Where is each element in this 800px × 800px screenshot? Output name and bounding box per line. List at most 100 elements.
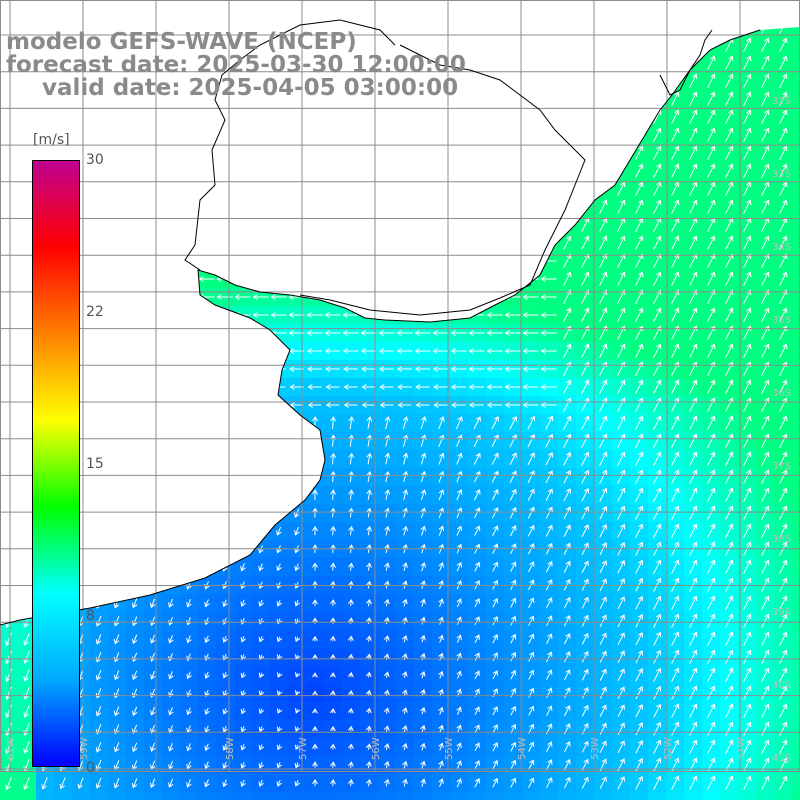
wind-speed-cell bbox=[792, 666, 800, 685]
wind-arrow bbox=[653, 505, 662, 520]
wind-arrow bbox=[689, 631, 698, 646]
wind-arrow bbox=[761, 739, 770, 754]
wind-arrow bbox=[671, 145, 680, 160]
wind-arrow bbox=[384, 470, 391, 483]
wind-arrow bbox=[168, 707, 174, 716]
wind-arrow bbox=[347, 635, 354, 642]
wind-arrow bbox=[779, 595, 788, 610]
wind-arrow bbox=[509, 470, 517, 483]
latitude-label: 33S bbox=[772, 169, 791, 180]
wind-arrow bbox=[294, 689, 301, 696]
wind-arrow bbox=[761, 145, 770, 160]
wind-arrow bbox=[743, 523, 752, 538]
wind-arrow bbox=[420, 489, 427, 501]
wind-arrow bbox=[563, 669, 571, 681]
wind-arrow bbox=[617, 451, 626, 466]
wind-arrow bbox=[456, 416, 463, 430]
wind-arrow bbox=[779, 559, 788, 574]
wind-speed-cell bbox=[432, 792, 451, 800]
wind-speed-cell bbox=[792, 522, 800, 541]
wind-arrow bbox=[707, 307, 716, 322]
wind-arrow bbox=[653, 415, 662, 430]
wind-arrow bbox=[725, 433, 734, 448]
wind-arrow bbox=[743, 199, 752, 214]
wind-arrow bbox=[617, 397, 626, 412]
wind-arrow bbox=[342, 348, 359, 354]
wind-arrow bbox=[581, 632, 589, 645]
wind-arrow bbox=[456, 724, 462, 733]
wind-arrow bbox=[671, 307, 680, 322]
wind-arrow bbox=[365, 671, 372, 678]
wind-arrow bbox=[384, 562, 390, 571]
wind-arrow bbox=[330, 434, 337, 447]
wind-arrow bbox=[347, 725, 354, 732]
wind-arrow bbox=[707, 55, 716, 70]
border-line-west bbox=[184, 19, 396, 271]
wind-arrow bbox=[384, 416, 391, 430]
wind-arrow bbox=[761, 73, 770, 88]
wind-arrow bbox=[617, 704, 625, 718]
wind-arrow bbox=[671, 163, 680, 178]
wind-arrow bbox=[438, 778, 444, 788]
wind-arrow bbox=[545, 470, 553, 484]
wind-arrow bbox=[366, 507, 373, 518]
wind-arrow bbox=[653, 253, 662, 268]
wind-arrow bbox=[330, 761, 336, 768]
wind-arrow bbox=[743, 613, 752, 628]
wind-speed-cell bbox=[792, 558, 800, 577]
wind-arrow bbox=[486, 330, 503, 336]
wind-arrow bbox=[563, 343, 572, 358]
wind-arrow bbox=[258, 761, 264, 769]
wind-arrow bbox=[617, 271, 626, 286]
wind-arrow bbox=[222, 707, 228, 715]
wind-arrow bbox=[23, 740, 30, 754]
wind-arrow bbox=[113, 778, 120, 789]
wind-arrow bbox=[617, 559, 626, 574]
wind-arrow bbox=[402, 562, 408, 572]
wind-arrow bbox=[306, 348, 323, 354]
wind-arrow bbox=[563, 776, 571, 789]
wind-arrow bbox=[779, 451, 788, 466]
wind-speed-cell bbox=[738, 792, 757, 800]
wind-speed-cell bbox=[576, 792, 595, 800]
wind-arrow bbox=[510, 669, 517, 680]
wind-arrow bbox=[294, 708, 301, 714]
wind-arrow bbox=[761, 109, 770, 124]
wind-arrow bbox=[312, 635, 318, 642]
wind-arrow bbox=[779, 523, 788, 538]
wind-arrow bbox=[347, 761, 354, 768]
longitude-label: 59W bbox=[79, 737, 90, 760]
wind-arrow bbox=[671, 721, 680, 736]
wind-arrow bbox=[671, 415, 680, 430]
wind-arrow bbox=[402, 634, 408, 643]
wind-arrow bbox=[725, 775, 734, 790]
wind-arrow bbox=[510, 615, 517, 626]
wind-arrow bbox=[294, 526, 300, 536]
wind-arrow bbox=[365, 635, 372, 642]
wind-arrow bbox=[743, 127, 752, 142]
wind-arrow bbox=[671, 109, 680, 124]
wind-arrow bbox=[689, 109, 698, 124]
wind-speed-cell bbox=[792, 486, 800, 505]
wind-arrow bbox=[456, 507, 463, 519]
wind-arrow bbox=[761, 163, 770, 178]
wind-arrow bbox=[707, 379, 716, 394]
wind-arrow bbox=[361, 402, 376, 408]
wind-arrow bbox=[545, 433, 554, 448]
wind-arrow bbox=[689, 379, 698, 394]
wind-arrow bbox=[653, 307, 662, 322]
wind-arrow bbox=[366, 489, 373, 500]
wind-arrow bbox=[414, 348, 431, 354]
wind-arrow bbox=[671, 505, 680, 520]
wind-arrow bbox=[707, 253, 716, 268]
wind-arrow bbox=[365, 689, 372, 696]
wind-arrow bbox=[689, 667, 698, 682]
wind-speed-cell bbox=[792, 252, 800, 271]
wind-arrow bbox=[240, 599, 246, 608]
wind-arrow bbox=[491, 470, 499, 483]
wind-arrow bbox=[581, 524, 589, 538]
wind-arrow bbox=[294, 672, 301, 678]
wind-arrow bbox=[450, 366, 467, 372]
wind-arrow bbox=[563, 633, 571, 645]
wind-arrow bbox=[420, 416, 427, 430]
